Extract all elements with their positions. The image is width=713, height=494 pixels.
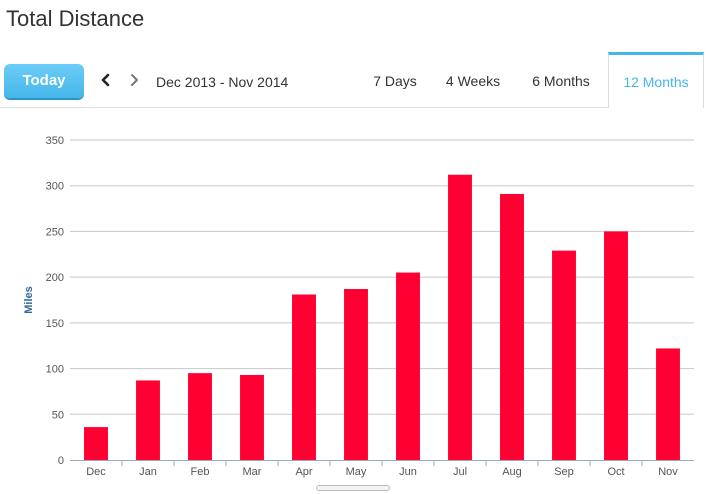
- chevron-left-icon[interactable]: [98, 70, 114, 90]
- tab-12-months[interactable]: 12 Months: [608, 52, 704, 108]
- bar-sep: [552, 250, 576, 460]
- tab-6-months[interactable]: 6 Months: [532, 73, 590, 89]
- x-tick-label: Oct: [607, 466, 624, 478]
- chevron-right-icon[interactable]: [126, 70, 142, 90]
- date-range-label: Dec 2013 - Nov 2014: [156, 74, 289, 90]
- bar-mar: [240, 374, 264, 460]
- y-tick-label: 150: [46, 318, 64, 330]
- x-tick-label: Jan: [139, 466, 157, 478]
- tab-7-days[interactable]: 7 Days: [373, 73, 417, 89]
- y-tick-label: 200: [46, 272, 64, 284]
- x-tick-label: Apr: [295, 466, 312, 478]
- bar-apr: [292, 294, 316, 460]
- bar-jun: [396, 272, 420, 460]
- page-title: Total Distance: [6, 6, 145, 31]
- tab-4-weeks[interactable]: 4 Weeks: [445, 73, 501, 89]
- bar-jan: [136, 380, 160, 460]
- y-tick-label: 100: [46, 364, 64, 376]
- distance-chart: 0 50 100 150 200 250 300 350 Miles Dec Jan Feb Mar Ap…: [0, 120, 713, 489]
- bar-nov: [656, 348, 680, 460]
- y-tick-label: 300: [46, 181, 64, 193]
- toolbar-divider: [0, 107, 608, 108]
- x-tick-label: Jun: [399, 466, 417, 478]
- y-axis-title: Miles: [23, 286, 35, 314]
- bar-aug: [500, 193, 524, 460]
- bar-may: [344, 289, 368, 460]
- bar-chart-svg: 0 50 100 150 200 250 300 350 Miles Dec Jan Feb Mar Ap…: [23, 135, 694, 478]
- x-tick-label: May: [346, 466, 367, 478]
- x-tick-label: Aug: [502, 466, 522, 478]
- y-tick-label: 50: [52, 409, 64, 421]
- x-tick-label: Mar: [243, 466, 262, 478]
- y-tick-label: 350: [46, 135, 64, 147]
- x-tick-label: Dec: [86, 466, 106, 478]
- x-tick-label: Jul: [453, 466, 467, 478]
- bar-feb: [188, 373, 212, 460]
- y-tick-label: 0: [58, 455, 64, 467]
- bar-oct: [604, 231, 628, 460]
- toolbar: Today Dec 2013 - Nov 2014 7 Days 4 Weeks…: [0, 52, 713, 108]
- bar-jul: [448, 174, 472, 460]
- y-tick-label: 250: [46, 226, 64, 238]
- scroll-handle[interactable]: [316, 485, 390, 491]
- today-button[interactable]: Today: [4, 64, 84, 98]
- bar-dec: [84, 427, 108, 460]
- x-tick-label: Sep: [554, 466, 574, 478]
- x-tick-label: Nov: [658, 466, 678, 478]
- x-tick-label: Feb: [191, 466, 210, 478]
